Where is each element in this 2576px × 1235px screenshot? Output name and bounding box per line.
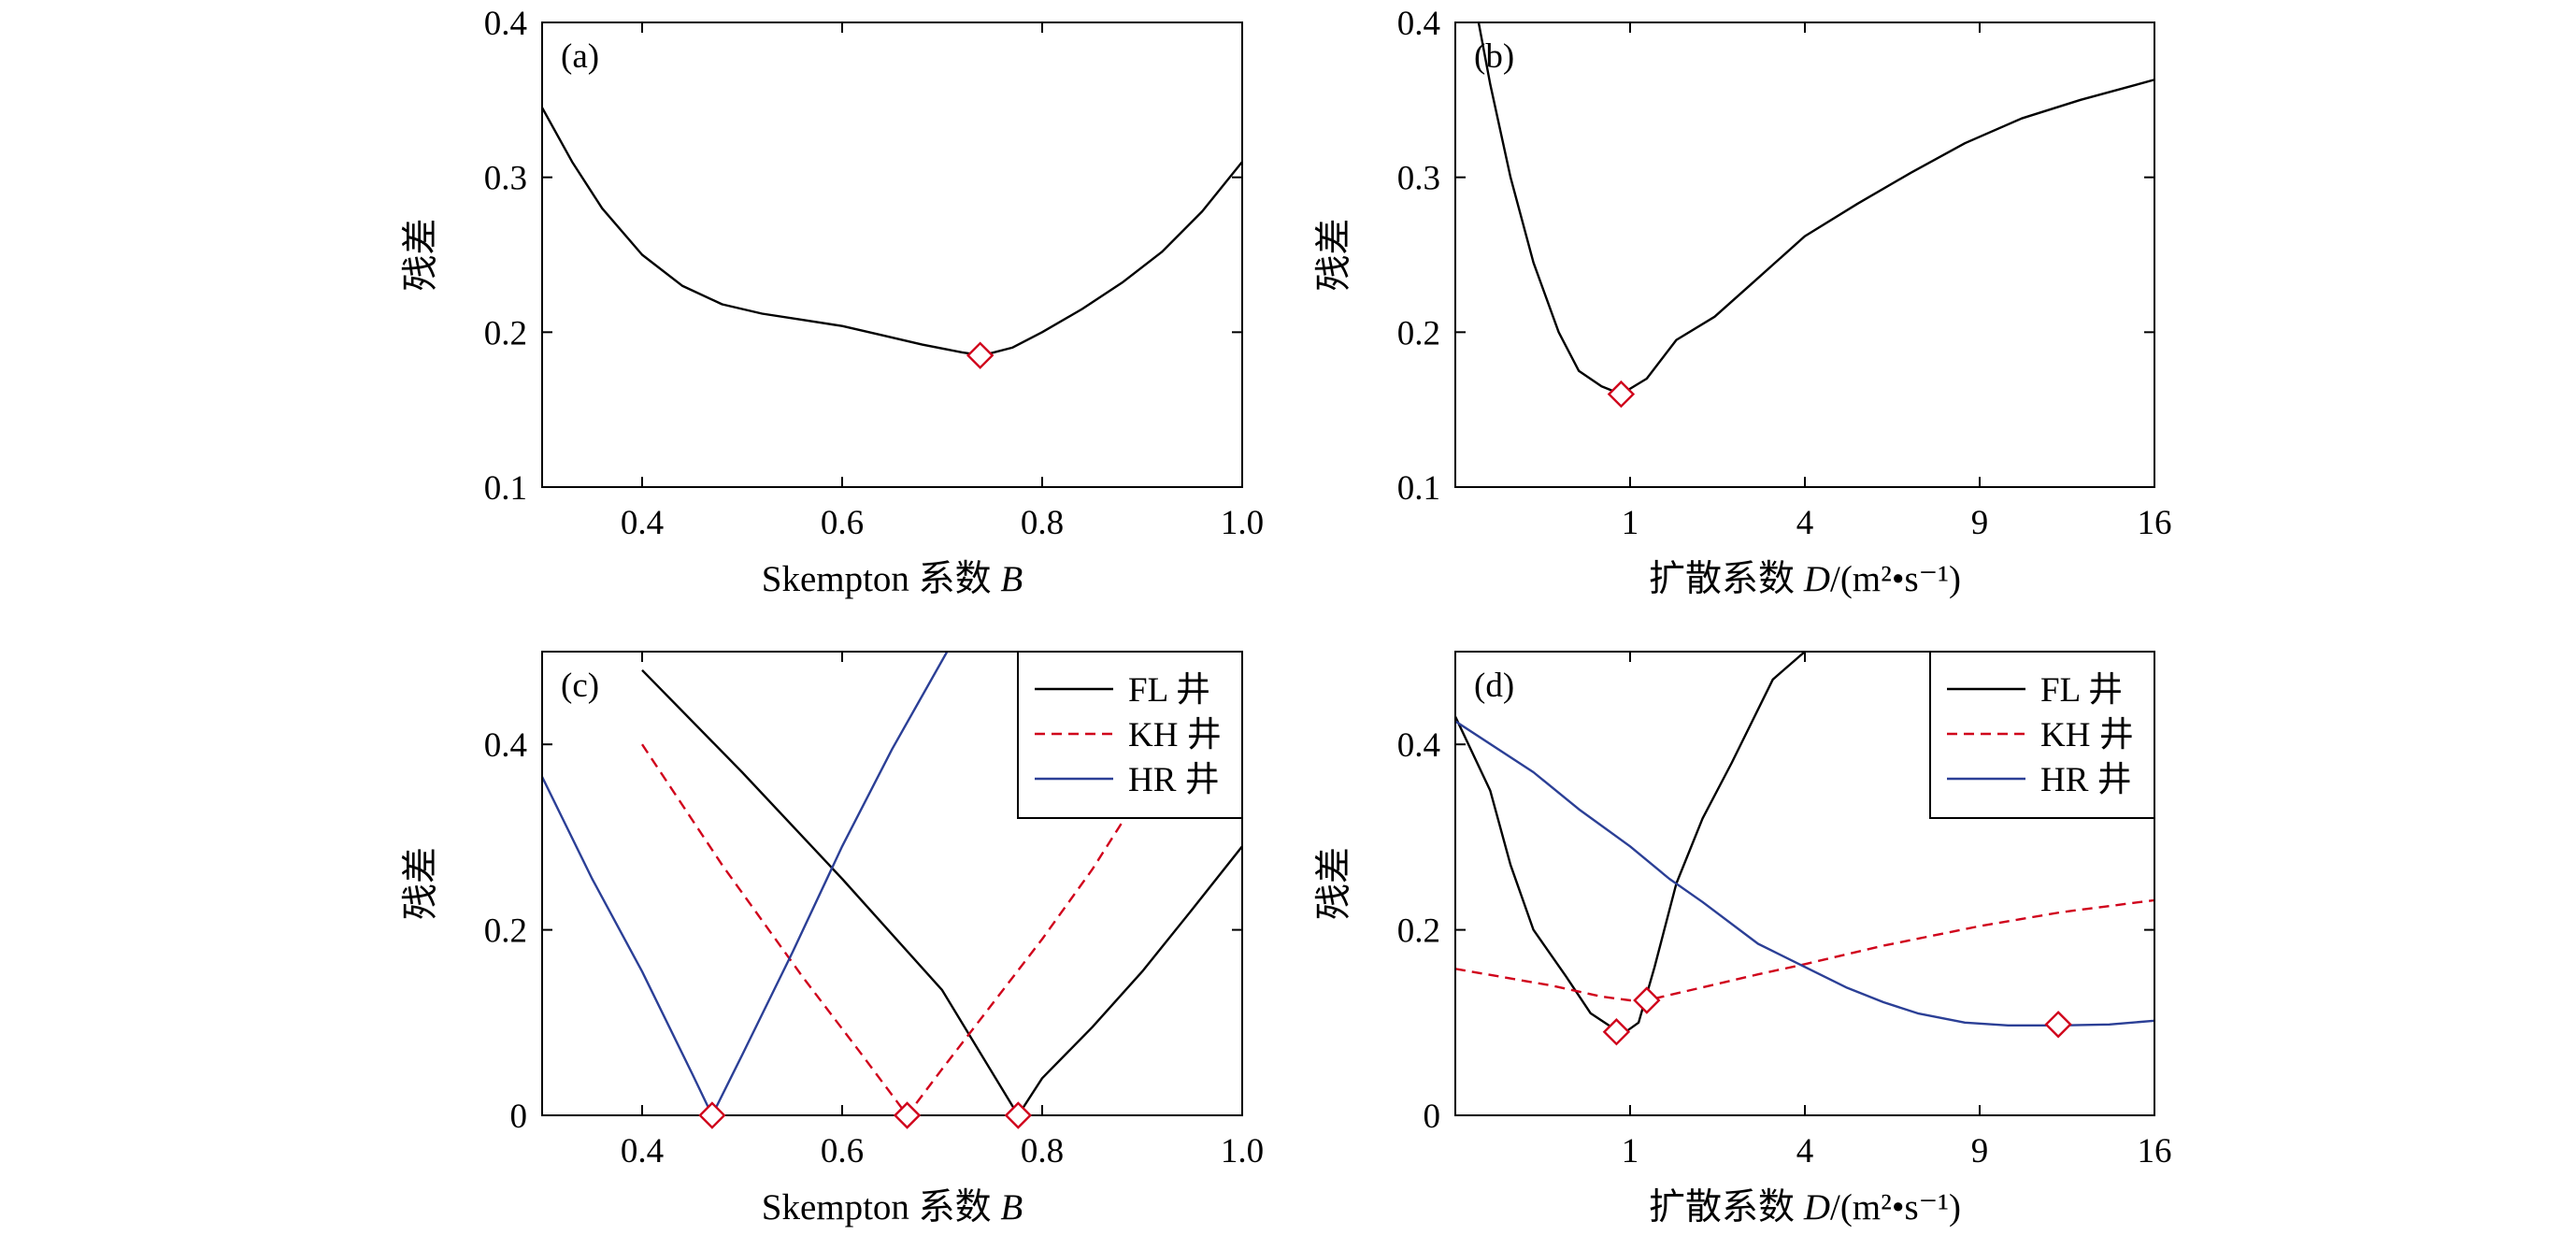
y-tick-label: 0 (1424, 1098, 1441, 1136)
x-tick-label: 1.0 (1221, 1132, 1264, 1170)
y-tick-label: 0.2 (1397, 314, 1440, 352)
y-tick-label: 0.2 (1397, 912, 1440, 951)
x-tick-label: 0.6 (821, 504, 864, 542)
y-tick-label: 0 (510, 1098, 528, 1136)
series-line-kh (1455, 898, 2154, 1002)
panel-label: (c) (561, 667, 599, 705)
minimum-marker (966, 341, 995, 369)
x-axis-label: 扩散系数 D/(m²•s⁻¹) (1649, 1187, 1961, 1228)
series-line-fl (1477, 22, 2154, 395)
minimum-marker (893, 1101, 922, 1129)
minimum-marker (1004, 1101, 1033, 1129)
legend-label-hr: HR 井 (1128, 761, 1220, 799)
y-tick-label: 0.2 (484, 314, 527, 352)
y-axis-label: 残差 (401, 847, 441, 920)
panel-label: (a) (561, 37, 599, 76)
y-tick-label: 0.4 (1397, 5, 1440, 43)
y-tick-label: 0.3 (484, 160, 527, 198)
x-tick-label: 0.6 (821, 1132, 864, 1170)
minimum-marker (2044, 1011, 2072, 1039)
x-tick-label: 0.4 (621, 1132, 664, 1170)
minimum-marker (1607, 380, 1636, 409)
x-tick-label: 16 (2138, 504, 2172, 542)
panel-b: 1 4 9 16 0.1 0.2 0.3 0.4 (b) 扩散系数 D/(m²•s⁻¹) 残差 (1314, 5, 2172, 599)
y-tick-label: 0.1 (1397, 469, 1440, 508)
minimum-marker (698, 1101, 726, 1129)
y-axis-label: 残差 (1314, 218, 1354, 291)
x-tick-label: 0.8 (1021, 504, 1064, 542)
x-tick-label: 9 (1971, 504, 1989, 542)
y-tick-label: 0.3 (1397, 160, 1440, 198)
x-tick-label: 0.8 (1021, 1132, 1064, 1170)
plot-frame (541, 651, 1243, 1116)
legend-label-kh: KH 井 (1128, 716, 1222, 754)
plot-frame (1454, 22, 2155, 488)
y-tick-label: 0.4 (1397, 726, 1440, 765)
y-tick-label: 0.1 (484, 469, 527, 508)
y-axis-label: 残差 (1314, 847, 1354, 920)
x-tick-label: 16 (2138, 1132, 2172, 1170)
series-line-hr (1455, 720, 2154, 1027)
minimum-marker (1602, 1018, 1631, 1046)
x-axis-label: 扩散系数 D/(m²•s⁻¹) (1649, 559, 1961, 599)
panel-c: 0.4 0.6 0.8 1.0 0 0.2 0.4 (c) Skempton 系数 B 残差 FL … (401, 651, 1264, 1228)
legend: FL 井 KH 井 HR 井 (1929, 651, 2155, 819)
series-line-fl (542, 107, 1242, 357)
x-tick-label: 1 (1622, 1132, 1639, 1170)
x-axis-label: Skempton 系数 B (762, 559, 1023, 599)
x-tick-label: 0.4 (621, 504, 664, 542)
legend-label-fl: FL 井 (2040, 671, 2123, 710)
plot-frame (541, 22, 1243, 488)
legend-label-hr: HR 井 (2040, 761, 2132, 799)
panel-label: (b) (1474, 37, 1514, 76)
x-tick-label: 9 (1971, 1132, 1989, 1170)
legend: FL 井 KH 井 HR 井 (1017, 651, 1243, 819)
x-axis-label: Skempton 系数 B (762, 1187, 1023, 1228)
series-line-fl (641, 668, 1242, 1115)
legend-label-fl: FL 井 (1128, 671, 1210, 710)
x-tick-label: 1 (1622, 504, 1639, 542)
x-tick-label: 1.0 (1221, 504, 1264, 542)
y-tick-label: 0.4 (484, 5, 527, 43)
panel-label: (d) (1474, 667, 1514, 705)
x-tick-label: 4 (1796, 504, 1814, 542)
y-axis-label: 残差 (401, 218, 441, 291)
series-line-hr (542, 652, 949, 1115)
panel-a: 0.4 0.6 0.8 1.0 0.1 0.2 0.3 0.4 (a) Skempton 系数 B… (401, 5, 1264, 599)
minimum-marker (1633, 986, 1661, 1014)
panel-d: 1 4 9 16 0 0.2 0.4 (d) 扩散系数 D/(m²•s⁻¹) 残差 FL 井 KH 井… (1314, 651, 2172, 1228)
y-tick-label: 0.4 (484, 726, 527, 765)
x-tick-label: 4 (1796, 1132, 1814, 1170)
y-tick-label: 0.2 (484, 912, 527, 951)
legend-label-kh: KH 井 (2040, 716, 2134, 754)
